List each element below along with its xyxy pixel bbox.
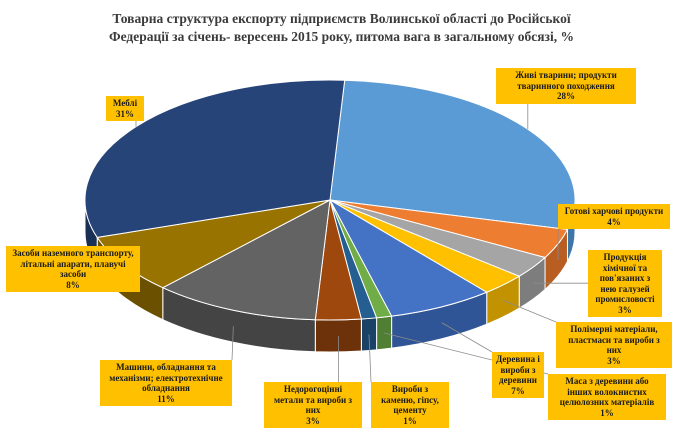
label-transport: Засоби наземного транспорту, літальні ап… [6, 246, 140, 292]
pie-tops [84, 79, 576, 321]
label-wood: Деревина і вироби з деревини 7% [492, 352, 544, 398]
pie-side-6 [360, 317, 378, 352]
leader-line-6 [368, 334, 372, 383]
label-wood-pulp: Маса з деревини або інших волокнистих це… [548, 374, 666, 420]
pie-slice-10 [84, 79, 346, 238]
label-base-metals: Недорогоцінні метали та вироби з них 3% [264, 382, 362, 428]
label-polymers: Полімерні матеріали, пластмаси та вироби… [556, 322, 672, 368]
label-chemical-products: Продукція хімічної та пов'язаних з нею г… [588, 250, 662, 317]
pie-slice-4 [328, 198, 488, 317]
chart-title: Товарна структура експорту підприємств В… [60, 10, 623, 46]
label-live-animals: Живі тварини; продукти тваринного походж… [496, 68, 636, 104]
chart-title-line-1: Товарна структура експорту підприємств В… [112, 11, 571, 26]
pie-slice-8 [161, 199, 331, 321]
leader-line-8 [231, 326, 234, 361]
leader-line-3 [503, 300, 557, 323]
label-food-products: Готові харчові продукти 4% [558, 204, 670, 229]
leader-line-4 [441, 322, 493, 353]
pie-slice-0 [329, 79, 576, 231]
pie-side-5 [376, 315, 393, 351]
chart-title-line-2: Федерації за січень- вересень 2015 року,… [109, 29, 574, 44]
label-stone-products: Вироби з каменю, гіпсу, цементу 1% [371, 382, 449, 428]
label-machinery: Машини, обладнання та механізми; електро… [100, 360, 232, 406]
label-furniture: Меблі 31% [106, 96, 144, 121]
